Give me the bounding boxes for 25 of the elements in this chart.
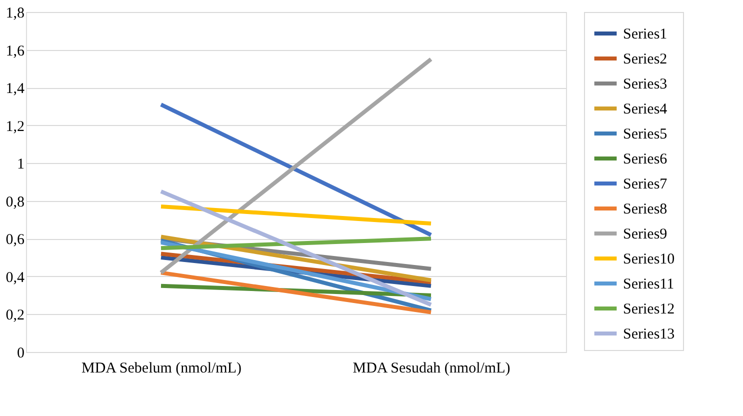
legend-label: Series3	[623, 76, 668, 92]
legend-label: Series9	[623, 226, 668, 242]
y-tick-label: 0,8	[6, 194, 24, 210]
y-tick-label: 0,6	[6, 232, 25, 248]
x-tick-label: MDA Sesudah (nmol/mL)	[352, 360, 510, 376]
legend-label: Series4	[623, 102, 668, 118]
y-tick-label: 0,2	[6, 308, 24, 324]
legend-label: Series12	[623, 302, 675, 318]
x-tick-label: MDA Sebelum (nmol/mL)	[82, 360, 242, 376]
legend-label: Series10	[623, 252, 675, 268]
legend-label: Series6	[623, 152, 668, 168]
y-tick-label: 1	[17, 156, 24, 173]
y-tick-label: 1,6	[6, 43, 25, 60]
legend-label: Series5	[623, 126, 668, 142]
y-tick-label: 1,8	[6, 6, 24, 22]
y-tick-label: 0	[17, 346, 24, 362]
legend-label: Series11	[623, 276, 674, 292]
y-tick-label: 1,2	[6, 118, 24, 135]
legend-label: Series13	[623, 326, 675, 342]
legend-label: Series8	[623, 202, 668, 218]
legend-label: Series2	[623, 52, 668, 68]
y-tick-label: 1,4	[6, 81, 25, 98]
y-tick-label: 0,4	[6, 270, 25, 286]
legend-label: Series7	[623, 176, 668, 192]
legend-label: Series1	[623, 26, 668, 42]
